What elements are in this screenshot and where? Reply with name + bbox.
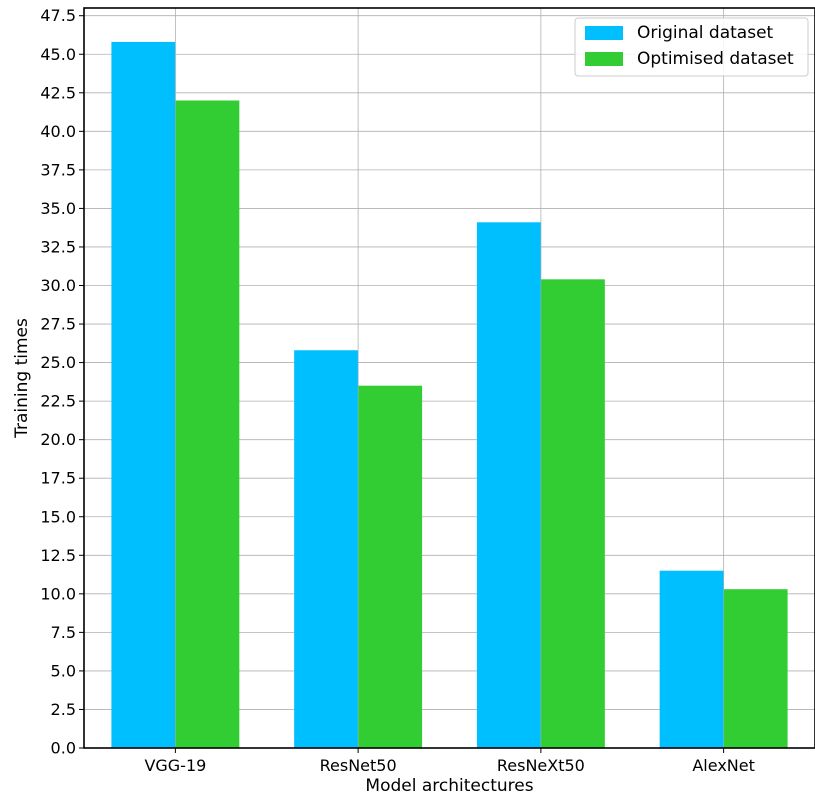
y-tick-label: 20.0 (40, 430, 76, 449)
y-tick-label: 12.5 (40, 546, 76, 565)
plot-frame (83, 7, 815, 749)
bar-series (111, 41, 788, 748)
y-tick-label: 35.0 (40, 199, 76, 218)
bar-resnext50-original (476, 222, 541, 748)
legend-label-original: Original dataset (637, 23, 774, 43)
legend-swatch-original (585, 26, 623, 40)
y-tick-label: 2.5 (51, 700, 76, 719)
y-tick-label: 45.0 (40, 45, 76, 64)
bar-vgg-19-optimised (175, 100, 240, 748)
y-axis-label: Training times (12, 318, 32, 439)
y-tick-label: 27.5 (40, 315, 76, 334)
y-axis-ticks: 0.0 2.5 5.0 7.5 10.0 12.5 15.0 17.5 20.0 22.5 25.0… (40, 6, 84, 758)
x-axis-ticks: VGG-19 ResNet50 ResNeXt50 AlexNet (144, 748, 755, 775)
y-tick-label: 17.5 (40, 469, 76, 488)
y-tick-label: 40.0 (40, 122, 76, 141)
legend-label-optimised: Optimised dataset (637, 49, 794, 69)
axes (83, 7, 815, 749)
x-tick-label: VGG-19 (144, 756, 206, 775)
y-tick-label: 0.0 (51, 739, 76, 758)
bar-resnext50-optimised (540, 279, 605, 748)
x-axis-label: Model architectures (365, 776, 533, 796)
legend-swatch-optimised (585, 52, 623, 66)
legend: Original dataset Optimised dataset (574, 17, 809, 77)
y-tick-label: 7.5 (51, 623, 76, 642)
y-tick-label: 37.5 (40, 160, 76, 179)
y-tick-label: 47.5 (40, 6, 76, 25)
bar-resnet50-optimised (358, 385, 423, 748)
y-tick-label: 30.0 (40, 276, 76, 295)
bar-resnet50-original (294, 350, 359, 748)
y-tick-label: 25.0 (40, 353, 76, 372)
y-tick-label: 42.5 (40, 83, 76, 102)
bar-vgg-19-original (111, 41, 176, 748)
bar-alexnet-optimised (723, 589, 788, 748)
x-tick-label: ResNet50 (320, 756, 397, 775)
x-tick-label: ResNeXt50 (497, 756, 585, 775)
y-tick-label: 32.5 (40, 237, 76, 256)
y-tick-label: 22.5 (40, 392, 76, 411)
y-tick-label: 15.0 (40, 507, 76, 526)
bar-alexnet-original (659, 570, 724, 748)
y-tick-label: 5.0 (51, 661, 76, 680)
y-tick-label: 10.0 (40, 584, 76, 603)
legend-frame (574, 17, 809, 77)
x-tick-label: AlexNet (692, 756, 755, 775)
